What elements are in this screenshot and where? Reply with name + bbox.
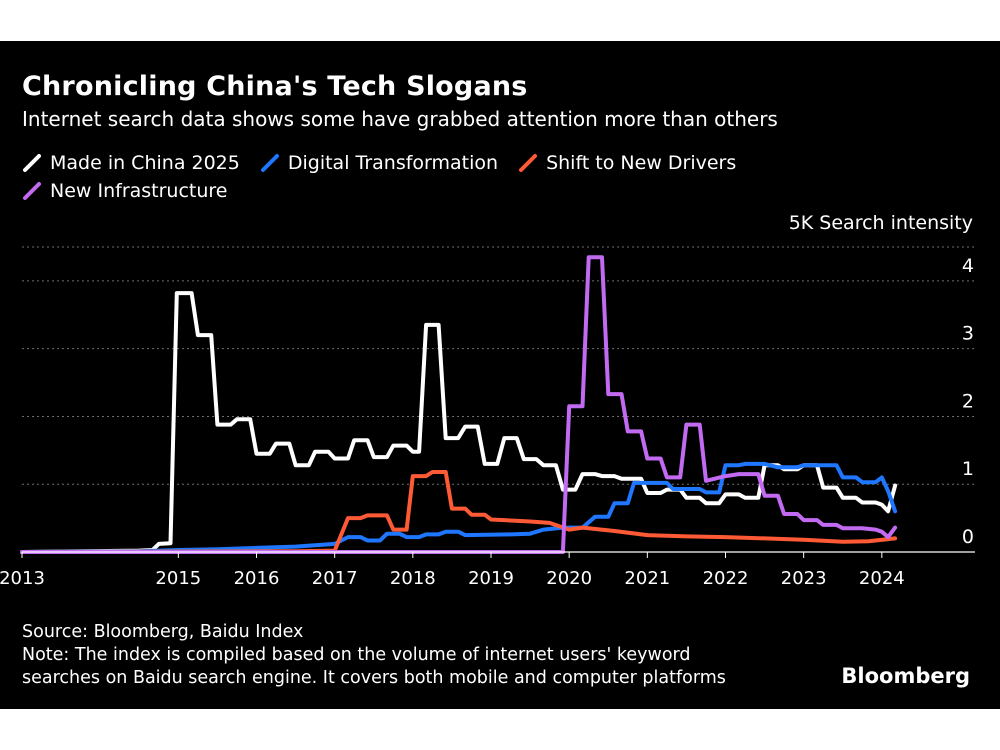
legend-label: Digital Transformation <box>287 152 499 174</box>
legend-item-digital-transformation: Digital Transformation <box>260 152 498 174</box>
x-tick-label: 2018 <box>390 568 436 589</box>
bloomberg-logo: Bloomberg <box>841 664 970 688</box>
legend-label: New Infrastructure <box>50 180 228 202</box>
y-axis-label: 5K Search intensity <box>788 212 973 234</box>
x-tick-label: 2020 <box>546 568 592 589</box>
x-tick-label: 2016 <box>234 568 280 589</box>
legend-row: Made in China 2025 Digital Transformatio… <box>22 149 822 177</box>
x-tick-label: 2024 <box>859 568 905 589</box>
legend-item-shift-to-new-drivers: Shift to New Drivers <box>518 152 736 174</box>
series-line-3 <box>20 255 898 554</box>
plot-area: 0 1 2 3 4 2013 2015 2016 2017 2018 2019 2020 2021 202… <box>0 246 975 589</box>
source-text: Source: Bloomberg, Baidu Index <box>22 622 304 642</box>
x-tick-label: 2022 <box>703 568 749 589</box>
legend-row: New Infrastructure <box>22 177 822 205</box>
series-line-0 <box>20 291 898 554</box>
chart-subtitle: Internet search data shows some have gra… <box>22 107 778 131</box>
x-tick-label: 2013 <box>0 568 45 589</box>
x-tick-label: 2017 <box>312 568 358 589</box>
legend-item-new-infrastructure: New Infrastructure <box>22 180 228 202</box>
y-tick-label: 2 <box>962 390 974 412</box>
legend-slash-icon <box>519 154 538 172</box>
series-line-2 <box>20 470 898 554</box>
chart-card: Chronicling China's Tech Slogans Interne… <box>0 41 1000 709</box>
y-tick-label: 0 <box>962 526 974 548</box>
y-tick-label: 1 <box>962 458 974 480</box>
x-tick-label: 2015 <box>155 568 201 589</box>
legend-slash-icon <box>23 154 41 172</box>
legend-label: Made in China 2025 <box>50 152 240 174</box>
y-tick-label: 4 <box>962 255 974 277</box>
chart-title: Chronicling China's Tech Slogans <box>22 71 528 102</box>
x-tick-label: 2023 <box>781 568 827 589</box>
note-line-2: searches on Baidu search engine. It cove… <box>22 668 726 688</box>
note-line-1: Note: The index is compiled based on the… <box>22 645 691 665</box>
source-notes: Source: Bloomberg, Baidu Index Note: The… <box>22 621 726 690</box>
legend-slash-icon <box>23 182 41 200</box>
chart-legend: Made in China 2025 Digital Transformatio… <box>22 149 822 205</box>
x-tick-label: 2019 <box>468 568 514 589</box>
legend-slash-icon <box>260 154 279 172</box>
y-tick-label: 3 <box>962 323 974 345</box>
legend-item-made-in-china-2025: Made in China 2025 <box>22 152 240 174</box>
x-tick-label: 2021 <box>624 568 670 589</box>
legend-label: Shift to New Drivers <box>546 152 737 174</box>
